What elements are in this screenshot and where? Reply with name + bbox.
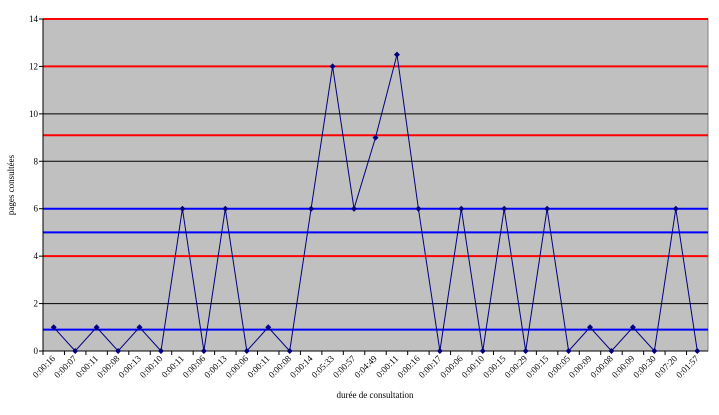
data-point [565, 348, 572, 354]
y-tick-label: 12 [29, 61, 38, 71]
data-point [415, 205, 422, 212]
x-tick-label: 0:00:10 [460, 353, 487, 380]
x-tick-label: 0:00:30 [631, 353, 658, 380]
data-point [458, 205, 465, 212]
data-point [479, 348, 486, 354]
y-tick-label: 8 [34, 156, 39, 166]
x-tick-label: 0:00:17 [417, 353, 444, 380]
x-tick-label: 0:00:15 [524, 353, 551, 380]
x-tick-label: 0:05:33 [309, 353, 336, 380]
x-tick-label: 0:00:06 [224, 353, 251, 380]
x-tick-label: 0:00:09 [610, 353, 637, 380]
y-tick-label: 14 [29, 14, 39, 24]
x-axis-label: durée de consultation [337, 390, 414, 400]
data-point [522, 348, 529, 354]
x-tick-label: 0:00:16 [31, 353, 58, 380]
x-tick-label: 0:07:20 [653, 353, 680, 380]
data-point [351, 205, 358, 212]
x-tick-label: 0:00:14 [288, 353, 315, 380]
x-tick-label: 0:00:11 [374, 353, 400, 379]
data-point [436, 348, 443, 354]
y-tick-label: 4 [34, 251, 39, 261]
y-tick-label: 6 [34, 204, 39, 214]
y-tick-label: 10 [29, 109, 39, 119]
x-tick-label: 0:00:16 [395, 353, 422, 380]
data-point [286, 348, 293, 354]
data-point [694, 348, 701, 354]
x-tick-label: 0:00:08 [588, 353, 615, 380]
data-point [136, 324, 143, 331]
data-point [608, 348, 615, 354]
x-tick-label: 0:00:13 [202, 353, 229, 380]
data-point [372, 134, 379, 141]
x-tick-label: 0:00:57 [331, 353, 358, 380]
data-point [157, 348, 164, 354]
data-point [651, 348, 658, 354]
data-point [308, 205, 315, 212]
x-tick-label: 0:00:15 [481, 353, 508, 380]
x-tick-label: 0:00:06 [438, 353, 465, 380]
plot-area [42, 18, 709, 352]
data-point [629, 324, 636, 331]
data-point [265, 324, 272, 331]
x-tick-label: 0:00:07 [52, 353, 79, 380]
x-tick-label: 0:00:08 [267, 353, 294, 380]
x-tick-label: 0:00:10 [138, 353, 165, 380]
data-point [200, 348, 207, 354]
x-tick-label: 0:04:49 [352, 353, 379, 380]
data-point [50, 324, 57, 331]
x-tick-label: 0:00:09 [567, 353, 594, 380]
x-tick-label: 0:00:06 [181, 353, 208, 380]
data-point [329, 63, 336, 70]
x-tick-label: 0:00:05 [545, 353, 572, 380]
y-tick-label: 2 [34, 299, 39, 309]
data-point [115, 348, 122, 354]
data-point [243, 348, 250, 354]
data-point [501, 205, 508, 212]
y-tick-label: 0 [34, 346, 39, 356]
x-tick-label: 0:00:11 [74, 353, 100, 379]
data-point [393, 51, 400, 58]
x-tick-label: 0:00:13 [116, 353, 143, 380]
data-point [93, 324, 100, 331]
data-point [672, 205, 679, 212]
data-point [587, 324, 594, 331]
data-point [544, 205, 551, 212]
x-tick-label: 0:00:29 [503, 353, 530, 380]
data-point [72, 348, 79, 354]
data-point [179, 205, 186, 212]
x-tick-label: 0:00:11 [245, 353, 271, 379]
data-point [222, 205, 229, 212]
x-tick-label: 0:00:08 [95, 353, 122, 380]
x-tick-label: 0:00:11 [160, 353, 186, 379]
y-axis-label: pages consultées [6, 154, 16, 215]
x-tick-label: 0:01:57 [674, 353, 701, 380]
